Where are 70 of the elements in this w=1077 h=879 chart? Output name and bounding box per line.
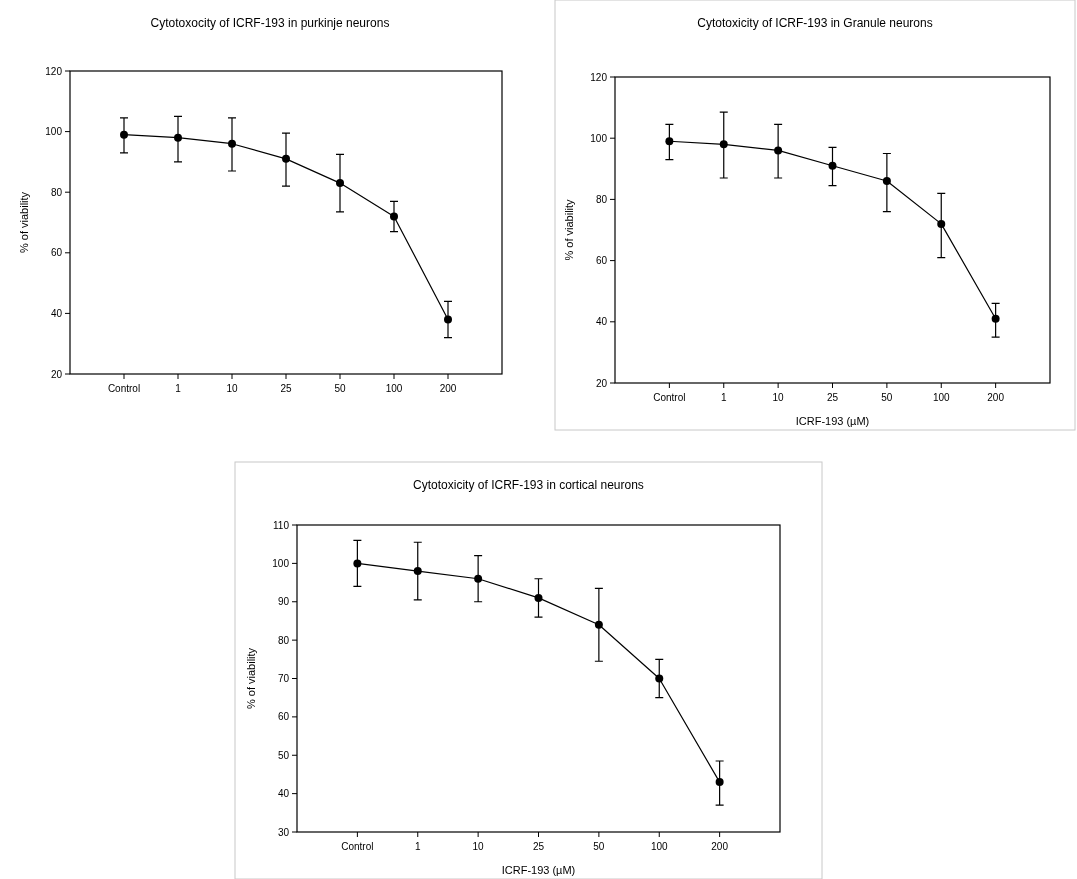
x-tick-label: 10 xyxy=(472,841,485,852)
point xyxy=(882,177,891,186)
point xyxy=(282,154,290,163)
point xyxy=(991,314,1000,323)
y-axis-title: % of viability xyxy=(245,647,257,710)
y-axis-title: % of viability xyxy=(563,198,575,261)
x-tick-label: Control xyxy=(107,383,141,394)
y-tick-label: 80 xyxy=(277,634,290,646)
point xyxy=(228,139,236,148)
y-tick-label: 120 xyxy=(45,65,63,77)
point xyxy=(665,137,674,146)
x-tick-label: 1 xyxy=(175,383,182,394)
y-tick-label: 30 xyxy=(277,826,290,838)
chart-title: Cytotoxicity of ICRF-193 in cortical neurons xyxy=(413,478,644,492)
point xyxy=(534,593,543,602)
point xyxy=(444,315,452,324)
x-tick-label: 100 xyxy=(932,392,951,403)
x-tick-label: 25 xyxy=(826,392,839,403)
chart-title: Cytotoxocity of ICRF-193 in purkinje neurons xyxy=(150,16,390,30)
y-tick-label: 100 xyxy=(45,126,63,138)
x-tick-label: Control xyxy=(653,392,686,403)
point xyxy=(594,620,603,629)
point xyxy=(174,133,182,142)
y-tick-label: 50 xyxy=(277,749,290,761)
x-tick-label: 10 xyxy=(226,383,238,394)
y-axis-title: % of viability xyxy=(18,191,30,254)
x-tick-label: 200 xyxy=(711,841,729,852)
y-tick-label: 80 xyxy=(595,193,608,205)
point xyxy=(715,778,724,787)
x-tick-label: 25 xyxy=(532,841,545,852)
x-tick-label: Control xyxy=(341,841,374,852)
x-tick-label: 200 xyxy=(439,383,457,394)
y-tick-label: 110 xyxy=(273,519,290,531)
point xyxy=(774,146,783,155)
x-tick-label: 50 xyxy=(334,383,346,394)
y-tick-label: 100 xyxy=(272,557,290,569)
x-axis-title: ICRF-193 (µM) xyxy=(501,864,576,876)
y-tick-label: 60 xyxy=(277,711,290,723)
x-tick-label: 1 xyxy=(414,841,421,852)
y-tick-label: 20 xyxy=(50,368,63,380)
chart-title: Cytotoxicity of ICRF-193 in Granule neurons xyxy=(697,16,933,30)
point xyxy=(655,674,664,683)
x-tick-label: 10 xyxy=(772,392,785,403)
x-tick-label: 100 xyxy=(650,841,669,852)
x-tick-label: 25 xyxy=(280,383,292,394)
y-tick-label: 20 xyxy=(595,377,608,389)
x-tick-label: 1 xyxy=(720,392,727,403)
y-tick-label: 70 xyxy=(277,673,290,684)
point xyxy=(120,130,128,139)
y-tick-label: 100 xyxy=(590,132,608,144)
point xyxy=(336,179,344,188)
y-tick-label: 90 xyxy=(277,596,290,608)
x-axis-title: ICRF-193 (µM) xyxy=(795,415,870,427)
point xyxy=(353,559,362,568)
y-tick-label: 40 xyxy=(277,788,290,800)
point xyxy=(474,574,483,583)
point xyxy=(413,567,422,576)
y-tick-label: 60 xyxy=(595,255,608,267)
point xyxy=(937,219,946,228)
point xyxy=(390,212,398,221)
y-tick-label: 120 xyxy=(590,71,608,83)
y-tick-label: 40 xyxy=(50,307,63,319)
x-tick-label: 50 xyxy=(881,392,893,403)
x-tick-label: 100 xyxy=(385,383,403,394)
point xyxy=(719,140,728,149)
y-tick-label: 40 xyxy=(595,316,608,328)
x-tick-label: 200 xyxy=(987,392,1005,403)
point xyxy=(828,161,837,170)
y-tick-label: 60 xyxy=(50,247,63,259)
y-tick-label: 80 xyxy=(50,186,63,198)
